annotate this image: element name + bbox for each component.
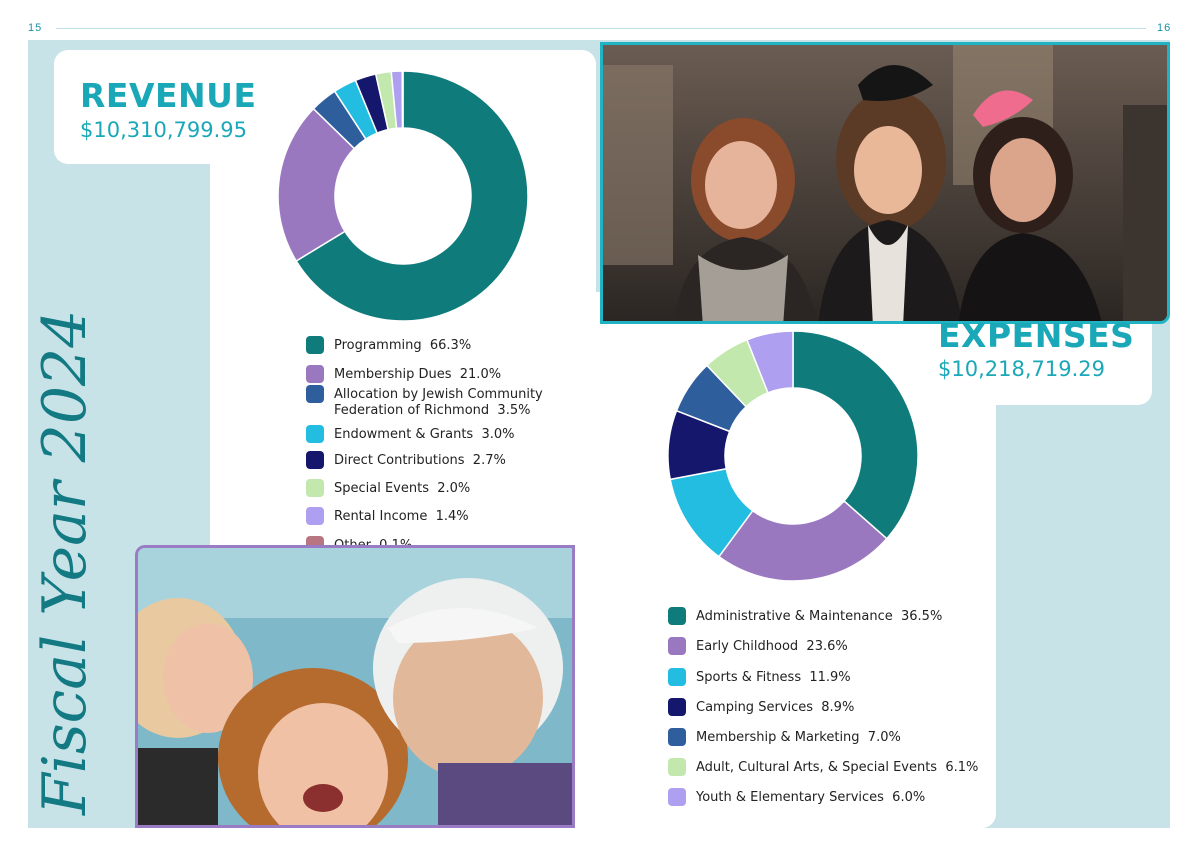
expenses-legend-item: Administrative & Maintenance 36.5%: [668, 607, 988, 625]
revenue-legend-item: Direct Contributions 2.7%: [306, 451, 556, 469]
expenses-legend-label: Administrative & Maintenance 36.5%: [696, 609, 943, 624]
revenue-slice-8: [401, 70, 404, 129]
revenue-legend-swatch: [306, 507, 324, 525]
event-guests-image: [603, 45, 1167, 321]
revenue-legend: Programming 66.3% Membership Dues 21.0% Al…: [306, 336, 556, 554]
revenue-card: [210, 50, 596, 610]
expenses-legend-item: Sports & Fitness 11.9%: [668, 668, 988, 686]
revenue-heading-card: [54, 50, 254, 164]
children-selfie-image: [138, 548, 572, 825]
page-number-left: 15: [28, 22, 43, 34]
expenses-legend-item: Camping Services 8.9%: [668, 698, 988, 716]
revenue-legend-swatch: [306, 365, 324, 383]
revenue-legend-item: Programming 66.3%: [306, 336, 556, 354]
revenue-legend-swatch: [306, 425, 324, 443]
expenses-slice-7: [746, 330, 794, 394]
expenses-legend-swatch: [668, 607, 686, 625]
revenue-donut-chart: [277, 70, 529, 322]
revenue-legend-swatch: [306, 479, 324, 497]
expenses-legend-label: Membership & Marketing 7.0%: [696, 730, 901, 745]
revenue-legend-label: Programming 66.3%: [334, 338, 472, 353]
expenses-legend-label: Adult, Cultural Arts, & Special Events 6…: [696, 760, 979, 775]
expenses-legend-item: Early Childhood 23.6%: [668, 637, 988, 655]
expenses-legend-swatch: [668, 698, 686, 716]
expenses-slice-1: [792, 330, 919, 540]
revenue-legend-label: Rental Income 1.4%: [334, 509, 469, 524]
expenses-legend-label: Sports & Fitness 11.9%: [696, 670, 851, 685]
revenue-legend-label: Allocation by Jewish Community Federatio…: [334, 387, 543, 418]
event-guests-photo: [600, 42, 1170, 324]
expenses-total: $10,218,719.29: [938, 357, 1105, 381]
expenses-donut-chart: [667, 330, 919, 582]
revenue-legend-item: Rental Income 1.4%: [306, 507, 556, 525]
expenses-legend-swatch: [668, 728, 686, 746]
children-photo: [135, 545, 575, 828]
expenses-legend-swatch: [668, 788, 686, 806]
expenses-legend-item: Membership & Marketing 7.0%: [668, 728, 988, 746]
expenses-legend: Administrative & Maintenance 36.5% Early …: [668, 607, 988, 806]
revenue-legend-label: Direct Contributions 2.7%: [334, 453, 506, 468]
expenses-legend-item: Youth & Elementary Services 6.0%: [668, 788, 988, 806]
revenue-legend-item: Special Events 2.0%: [306, 479, 556, 497]
expenses-legend-swatch: [668, 668, 686, 686]
page-number-right: 16: [1157, 22, 1172, 34]
expenses-legend-swatch: [668, 637, 686, 655]
revenue-legend-item: Endowment & Grants 3.0%: [306, 425, 556, 443]
revenue-legend-label: Membership Dues 21.0%: [334, 367, 502, 382]
revenue-legend-label: Special Events 2.0%: [334, 481, 471, 496]
fiscal-year-title: Fiscal Year 2024: [30, 309, 100, 815]
revenue-legend-swatch: [306, 336, 324, 354]
expenses-legend-item: Adult, Cultural Arts, & Special Events 6…: [668, 758, 988, 776]
revenue-total: $10,310,799.95: [80, 118, 247, 142]
expenses-heading: EXPENSES: [938, 316, 1135, 355]
expenses-legend-label: Camping Services 8.9%: [696, 700, 855, 715]
expenses-legend-label: Early Childhood 23.6%: [696, 639, 848, 654]
revenue-slice-1: [295, 70, 529, 322]
revenue-legend-swatch: [306, 451, 324, 469]
revenue-legend-swatch: [306, 385, 324, 403]
expenses-legend-swatch: [668, 758, 686, 776]
top-rule: [56, 28, 1146, 29]
expenses-legend-label: Youth & Elementary Services 6.0%: [696, 790, 926, 805]
revenue-legend-item: Membership Dues 21.0%: [306, 365, 556, 383]
expenses-slice-2: [717, 499, 888, 582]
revenue-heading: REVENUE: [80, 76, 257, 115]
revenue-legend-item: Allocation by Jewish Community Federatio…: [306, 385, 556, 419]
revenue-legend-label: Endowment & Grants 3.0%: [334, 427, 515, 442]
